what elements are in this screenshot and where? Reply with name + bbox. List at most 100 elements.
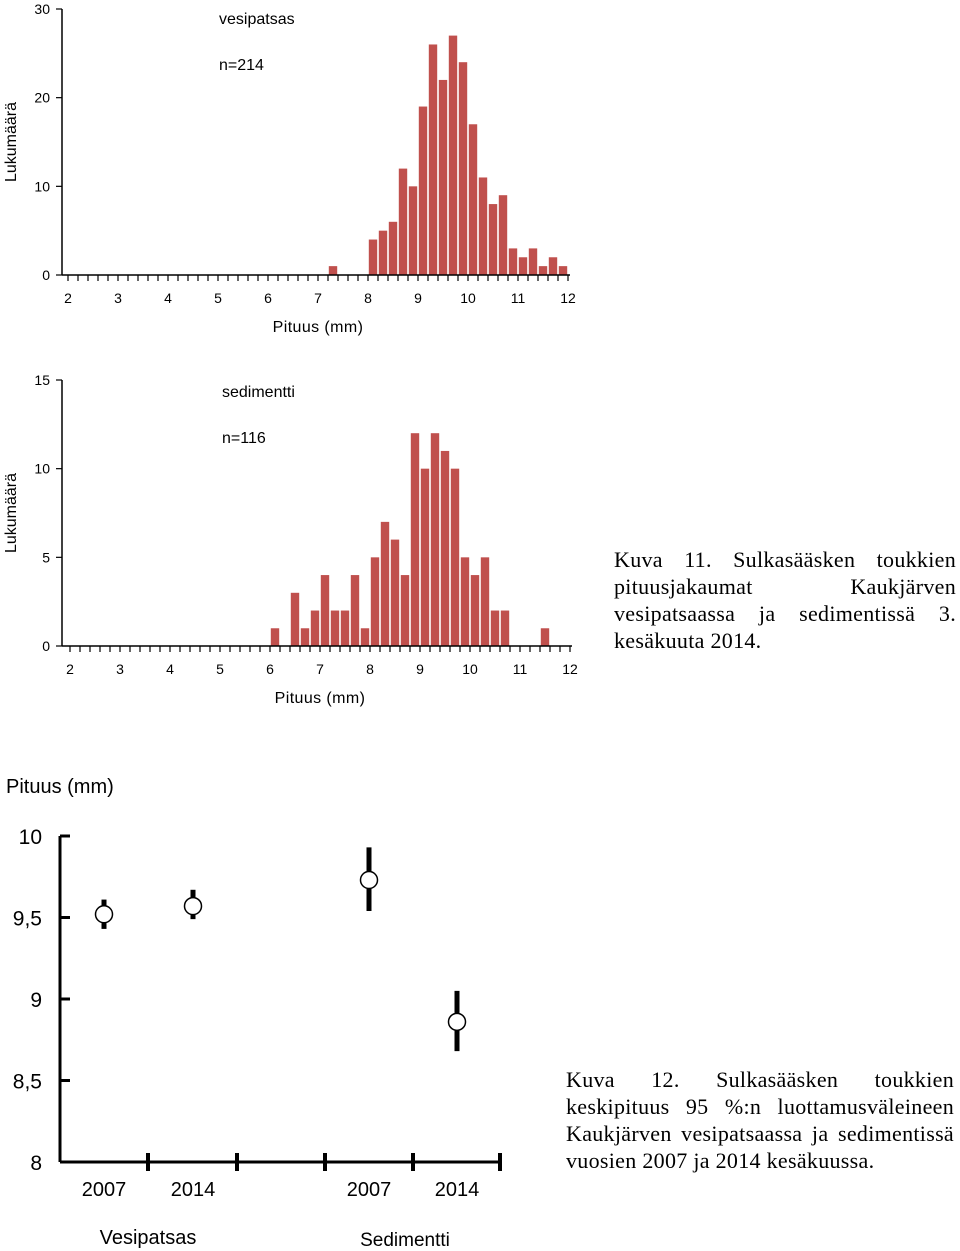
caption-figure-11: Kuva 11. Sulkasääsken toukkien pituusjak…	[614, 547, 956, 653]
hist-vesipatsas-x-tick-label: 6	[264, 290, 272, 306]
hist-sedimentti-bar	[310, 610, 320, 646]
hist-vesipatsas-bar	[518, 257, 528, 275]
hist-sedimentti-x-axis-label: Pituus (mm)	[275, 690, 366, 707]
hist-sedimentti-bar	[370, 557, 380, 646]
ci-y-tick-label: 8	[30, 1152, 42, 1175]
hist-sedimentti-n-label: n=116	[222, 430, 266, 447]
hist-sedimentti-bar	[410, 433, 420, 646]
ci-category-label: 2014	[435, 1179, 480, 1201]
hist-vesipatsas-x-tick-label: 12	[560, 290, 576, 306]
hist-sedimentti-bar	[300, 628, 310, 646]
hist-sedimentti-bar	[350, 575, 360, 646]
hist-sedimentti-x-tick-label: 7	[316, 661, 324, 677]
hist-vesipatsas-bar	[538, 266, 548, 275]
hist-sedimentti-bar	[420, 468, 430, 646]
hist-vesipatsas-bar	[488, 204, 498, 275]
hist-sedimentti-bar	[500, 610, 510, 646]
ci-mean-point	[447, 1012, 467, 1032]
hist-vesipatsas-x-tick-label: 10	[460, 290, 476, 306]
hist-sedimentti-x-tick-label: 10	[462, 661, 478, 677]
hist-vesipatsas-bar	[548, 257, 558, 275]
hist-sedimentti-bar	[330, 610, 340, 646]
hist-vesipatsas-y-axis-label: Lukumäärä	[3, 102, 20, 182]
ci-y-tick-label: 9	[30, 989, 42, 1012]
ci-y-axis-label: Pituus (mm)	[6, 776, 114, 798]
hist-vesipatsas-x-tick-label: 5	[214, 290, 222, 306]
hist-sedimentti-bar	[450, 468, 460, 646]
hist-sedimentti-y-tick-label: 5	[42, 549, 50, 565]
hist-sedimentti-bar	[290, 592, 300, 646]
hist-vesipatsas-bar	[498, 195, 508, 275]
hist-sedimentti-x-tick-label: 11	[513, 661, 528, 677]
ci-mean-point	[94, 904, 114, 924]
hist-sedimentti-bar	[270, 628, 280, 646]
hist-sedimentti-x-tick-label: 12	[562, 661, 578, 677]
hist-sedimentti-bar	[390, 539, 400, 646]
hist-vesipatsas-bar	[528, 248, 538, 275]
hist-sedimentti-bar	[460, 557, 470, 646]
hist-sedimentti-bar	[340, 610, 350, 646]
hist-sedimentti-x-tick-label: 2	[66, 661, 74, 677]
hist-sedimentti-x-tick-label: 6	[266, 661, 274, 677]
hist-vesipatsas-y-tick-label: 30	[34, 1, 50, 17]
hist-sedimentti-bar	[380, 521, 390, 646]
hist-sedimentti-bar	[540, 628, 550, 646]
hist-vesipatsas-bar	[418, 106, 428, 276]
hist-vesipatsas-bar	[508, 248, 518, 275]
hist-vesipatsas-bar	[378, 230, 388, 275]
hist-vesipatsas-bar	[428, 44, 438, 275]
hist-vesipatsas-bar	[398, 168, 408, 275]
ci-category-label: 2014	[171, 1179, 216, 1201]
hist-sedimentti-y-tick-label: 15	[34, 372, 50, 388]
hist-vesipatsas-y-tick-label: 0	[42, 267, 50, 283]
hist-vesipatsas-bar	[458, 62, 468, 276]
ci-group-label: Vesipatsas	[100, 1227, 197, 1249]
ci-category-label: 2007	[347, 1179, 392, 1201]
hist-vesipatsas-bar	[388, 221, 398, 275]
hist-vesipatsas-x-tick-label: 7	[314, 290, 322, 306]
hist-sedimentti-bar	[490, 610, 500, 646]
hist-sedimentti-bar	[480, 557, 490, 646]
ci-y-tick-label: 9,5	[13, 908, 42, 931]
hist-vesipatsas-x-tick-label: 4	[164, 290, 172, 306]
hist-vesipatsas-x-axis-label: Pituus (mm)	[273, 319, 364, 336]
hist-sedimentti-title: sedimentti	[222, 384, 295, 401]
ci-mean-point	[183, 896, 203, 916]
ci-mean-point	[359, 870, 379, 890]
hist-sedimentti-y-tick-label: 10	[34, 461, 50, 477]
hist-vesipatsas-bar	[448, 35, 458, 275]
hist-vesipatsas-bar	[468, 124, 478, 276]
hist-sedimentti-y-tick-label: 0	[42, 638, 50, 654]
hist-vesipatsas-bar	[478, 177, 488, 275]
hist-sedimentti-bar	[400, 575, 410, 646]
hist-sedimentti-x-tick-label: 8	[366, 661, 374, 677]
hist-vesipatsas-x-tick-label: 11	[511, 290, 526, 306]
hist-sedimentti-bar	[360, 628, 370, 646]
hist-sedimentti-x-tick-label: 5	[216, 661, 224, 677]
hist-vesipatsas-bar	[558, 266, 568, 275]
hist-vesipatsas-bar	[408, 186, 418, 275]
hist-sedimentti-x-tick-label: 4	[166, 661, 174, 677]
hist-vesipatsas-x-tick-label: 9	[414, 290, 422, 306]
hist-vesipatsas-bar	[368, 239, 378, 275]
hist-vesipatsas-title: vesipatsas	[219, 11, 295, 28]
hist-vesipatsas-x-tick-label: 2	[64, 290, 72, 306]
hist-sedimentti-x-tick-label: 9	[416, 661, 424, 677]
hist-vesipatsas-bar	[438, 79, 448, 275]
ci-y-tick-label: 8,5	[13, 1071, 42, 1094]
hist-sedimentti-y-axis-label: Lukumäärä	[3, 473, 20, 553]
ci-category-label: 2007	[82, 1179, 127, 1201]
hist-sedimentti-bar	[430, 433, 440, 646]
hist-sedimentti-bar	[320, 575, 330, 646]
hist-vesipatsas-n-label: n=214	[219, 57, 264, 74]
ci-y-tick-label: 10	[19, 826, 42, 849]
caption-figure-12: Kuva 12. Sulkasääsken toukkien keskipitu…	[566, 1067, 954, 1173]
hist-vesipatsas-y-tick-label: 10	[34, 178, 50, 194]
hist-sedimentti-bar	[470, 575, 480, 646]
hist-vesipatsas-bar	[328, 266, 338, 275]
hist-sedimentti-bar	[440, 450, 450, 646]
hist-vesipatsas-x-tick-label: 3	[114, 290, 122, 306]
hist-vesipatsas-x-tick-label: 8	[364, 290, 372, 306]
hist-sedimentti-x-tick-label: 3	[116, 661, 124, 677]
